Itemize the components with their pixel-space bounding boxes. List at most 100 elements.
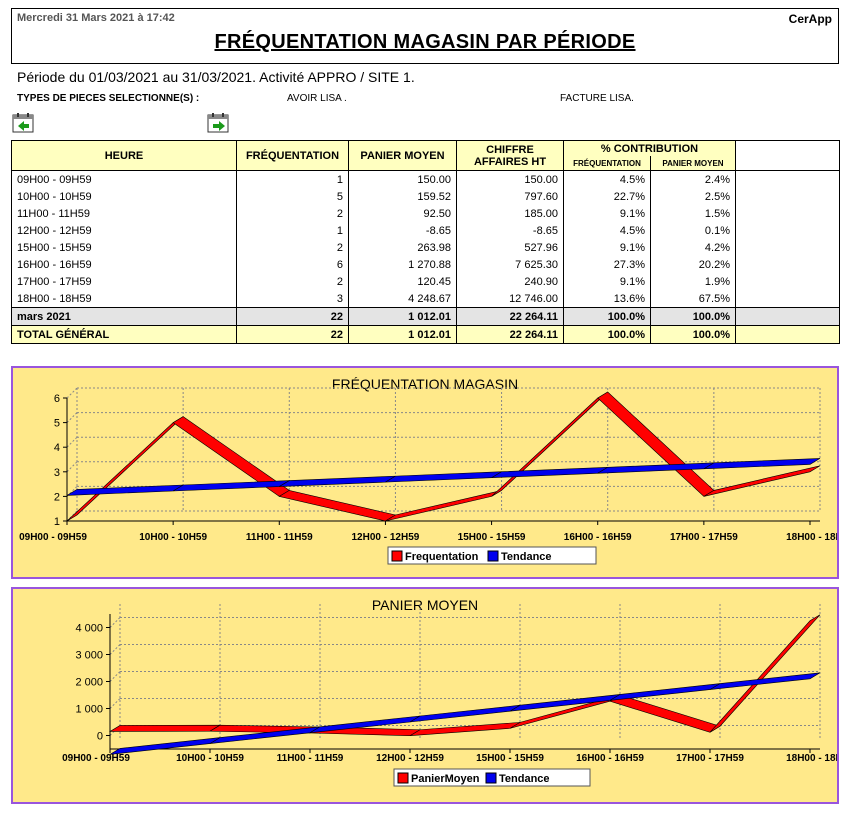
next-period-icon[interactable] (207, 112, 231, 134)
x-tick-label: 17H00 - 17H59 (670, 532, 738, 543)
cell-pct_panier: 67.5% (650, 290, 736, 308)
series-segment (709, 614, 821, 733)
cell-freq: 6 (236, 256, 349, 273)
col-contribution: % CONTRIBUTION (563, 140, 736, 156)
y-tick-label: 4 (54, 442, 60, 454)
cell-pct_freq: 100.0% (563, 325, 651, 344)
legend-label: Tendance (499, 773, 550, 785)
x-tick-label: 16H00 - 16H59 (576, 753, 644, 764)
table-row: 11H00 - 11H59 2 92.50 185.00 9.1% 1.5% (11, 205, 840, 222)
cell-freq: 2 (236, 273, 349, 290)
chart-frequentation: FRÉQUENTATION MAGASIN 1 2 3 4 5 6 09H00 - 09H59… (11, 366, 839, 579)
x-tick-label: 15H00 - 15H59 (458, 532, 526, 543)
x-tick-label: 09H00 - 09H59 (62, 753, 130, 764)
grid-depth (66, 412, 78, 423)
series-segment (703, 458, 821, 470)
cell-panier: 1 270.88 (348, 256, 457, 273)
page-title: FRÉQUENTATION MAGASIN PAR PÉRIODE (214, 31, 636, 53)
cell-heure: 16H00 - 16H59 (11, 256, 237, 273)
cell-freq: 1 (236, 170, 349, 188)
types-label: TYPES DE PIECES SELECTIONNE(S) : (17, 93, 200, 104)
x-tick-label: 18H00 - 18H59 (786, 753, 837, 764)
col-panier: PANIER MOYEN (348, 140, 457, 171)
series-segment (385, 490, 502, 522)
series-segment (709, 672, 821, 690)
grid-depth (66, 387, 78, 399)
type-item-avoir: AVOIR LISA . (287, 93, 347, 104)
y-tick-label: 1 000 (75, 704, 103, 716)
x-tick-label: 11H00 - 11H59 (277, 753, 344, 764)
cell-panier: 92.50 (348, 205, 457, 222)
cell-heure: 10H00 - 10H59 (11, 188, 237, 205)
cell-pct_freq: 4.5% (563, 170, 651, 188)
panier-chart-svg: PANIER MOYEN 0 1 000 2 000 3 000 4 000 09H00 -… (62, 597, 837, 787)
x-tick-label: 12H00 - 12H59 (352, 532, 420, 543)
x-tick-label: 15H00 - 15H59 (476, 753, 544, 764)
cell-heure: 15H00 - 15H59 (11, 239, 237, 256)
series-segment (278, 490, 397, 522)
x-tick-label: 10H00 - 10H59 (139, 532, 207, 543)
cell-panier: 263.98 (348, 239, 457, 256)
cell-panier: 4 248.67 (348, 290, 457, 308)
series-segment (597, 391, 715, 497)
y-tick-label: 2 (54, 491, 60, 503)
cell-ca: 527.96 (456, 239, 564, 256)
x-tick-label: 12H00 - 12H59 (376, 753, 444, 764)
x-tick-label: 11H00 - 11H59 (246, 532, 313, 543)
series-segment (609, 694, 721, 733)
series-segment (66, 416, 184, 522)
legend-swatch (391, 550, 403, 562)
cell-heure: 18H00 - 18H59 (11, 290, 237, 308)
cell-pct_freq: 9.1% (563, 273, 651, 290)
cell-pct_panier: 1.5% (650, 205, 736, 222)
series-segment (409, 704, 521, 723)
period-text: Période du 01/03/2021 au 31/03/2021. Act… (17, 69, 415, 85)
cell-panier: -8.65 (348, 222, 457, 239)
series-segment (409, 722, 521, 737)
col-ca-line1: CHIFFRE (486, 143, 534, 156)
legend-swatch (487, 550, 499, 562)
app-name: CerApp (788, 12, 832, 26)
legend-swatch (397, 772, 409, 784)
x-tick-label: 17H00 - 17H59 (676, 753, 744, 764)
grid-depth (66, 436, 78, 448)
series-segment (597, 462, 715, 474)
y-tick-label: 3 000 (75, 650, 103, 662)
cell-heure: TOTAL GÉNÉRAL (11, 325, 237, 344)
cell-pct_freq: 13.6% (563, 290, 651, 308)
cell-pct_panier: 2.5% (650, 188, 736, 205)
x-tick-label: 16H00 - 16H59 (564, 532, 632, 543)
previous-period-icon[interactable] (12, 112, 36, 134)
cell-ca: 797.60 (456, 188, 564, 205)
series-Tendance (109, 672, 821, 755)
report-date: Mercredi 31 Mars 2021 à 17:42 (17, 12, 175, 24)
cell-ca: 22 264.11 (456, 307, 564, 326)
col-ca: CHIFFRE AFFAIRES HT (456, 140, 564, 171)
col-frequentation: FRÉQUENTATION (236, 140, 349, 171)
x-tick-label: 09H00 - 09H59 (19, 532, 87, 543)
cell-heure: 11H00 - 11H59 (11, 205, 237, 222)
cell-pct_panier: 100.0% (650, 307, 736, 326)
series-segment (108, 724, 222, 732)
cell-ca: -8.65 (456, 222, 564, 239)
chart-title: PANIER MOYEN (372, 597, 478, 613)
table-row: 10H00 - 10H59 5 159.52 797.60 22.7% 2.5% (11, 188, 840, 205)
table-row: 16H00 - 16H59 6 1 270.88 7 625.30 27.3% 20.2% (11, 256, 840, 273)
legend-label: Frequentation (405, 551, 479, 563)
cell-pct_freq: 4.5% (563, 222, 651, 239)
cell-ca: 12 746.00 (456, 290, 564, 308)
cell-pct_panier: 0.1% (650, 222, 736, 239)
series-segment (109, 737, 221, 755)
cell-freq: 22 (236, 325, 349, 344)
cell-ca: 185.00 (456, 205, 564, 222)
table-row: 09H00 - 09H59 1 150.00 150.00 4.5% 2.4% (11, 170, 840, 188)
y-tick-label: 6 (54, 393, 60, 405)
report-header: Mercredi 31 Mars 2021 à 17:42 CerApp FRÉ… (11, 8, 839, 64)
legend-label: PanierMoyen (411, 773, 480, 785)
cell-pct_panier: 100.0% (650, 325, 736, 344)
series-Frequentation (66, 391, 821, 522)
cell-ca: 22 264.11 (456, 325, 564, 344)
chart-title: FRÉQUENTATION MAGASIN (332, 376, 518, 392)
cell-heure: 12H00 - 12H59 (11, 222, 237, 239)
col-contrib-freq: FRÉQUENTATION (563, 156, 651, 171)
